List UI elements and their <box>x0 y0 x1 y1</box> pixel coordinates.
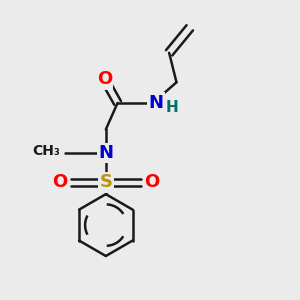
Text: N: N <box>148 94 164 112</box>
Text: S: S <box>99 173 112 191</box>
Text: H: H <box>166 100 178 115</box>
Text: CH₃: CH₃ <box>32 145 60 158</box>
Text: O: O <box>144 173 159 191</box>
Text: O: O <box>97 70 112 88</box>
Text: N: N <box>98 144 113 162</box>
Text: O: O <box>52 173 68 191</box>
